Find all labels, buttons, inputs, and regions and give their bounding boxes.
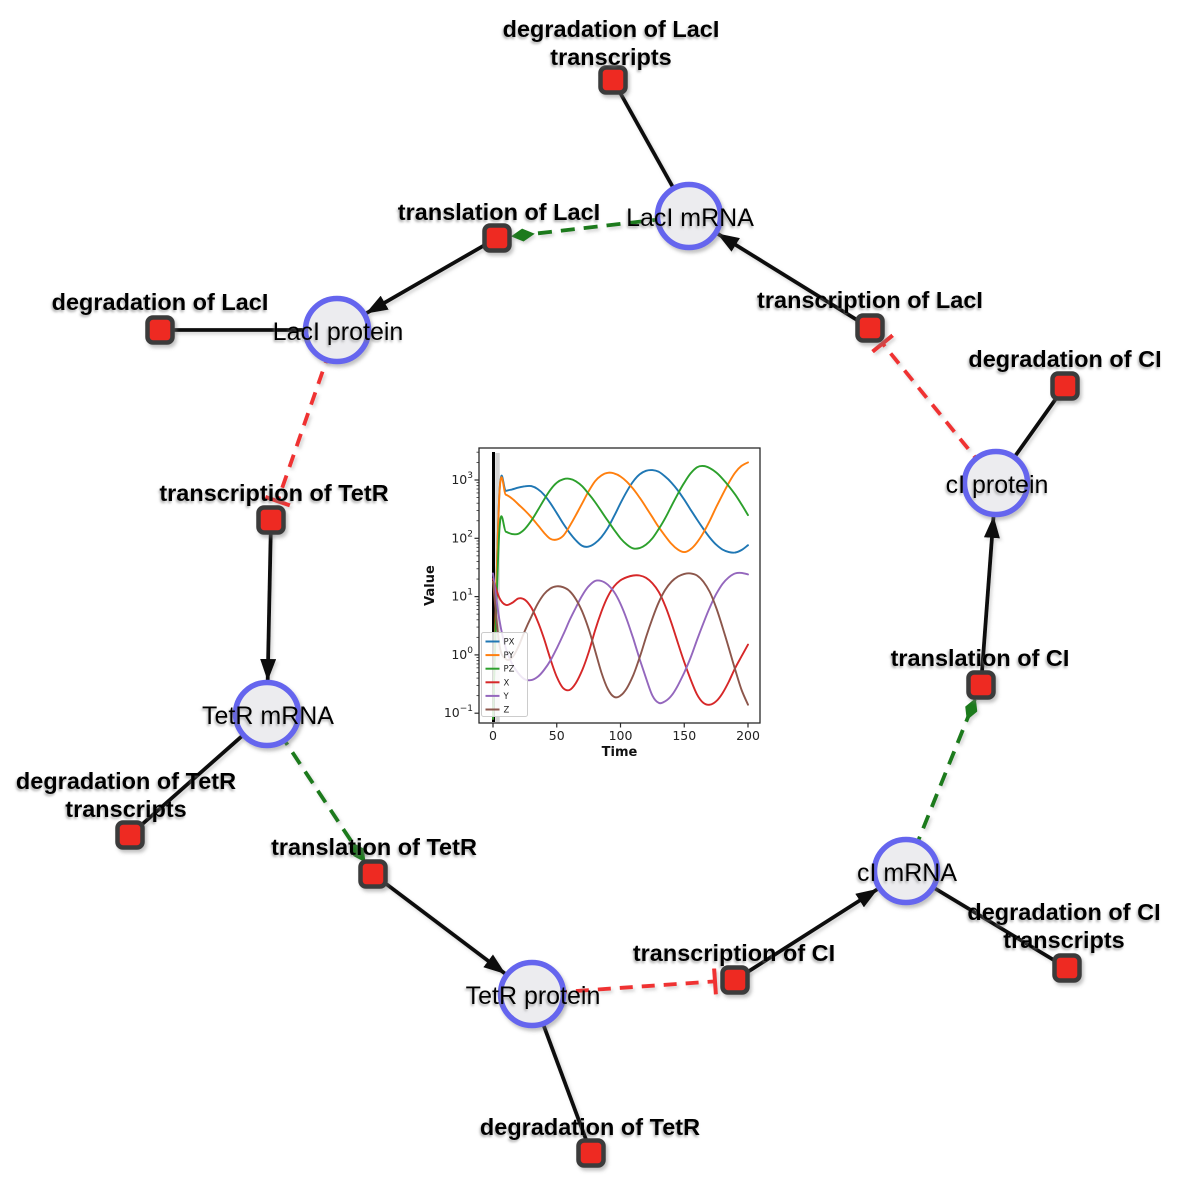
nodes-layer (115, 65, 1082, 1168)
reaction-label-translation-ci-line1: translation of CI (891, 645, 1070, 671)
reaction-label-degradation-laci-line1: degradation of LacI (52, 289, 269, 315)
species-node-laci-protein[interactable] (302, 295, 372, 365)
reaction-node-degradation-laci-transcripts[interactable] (598, 65, 628, 95)
species-node-tetr-protein[interactable] (497, 959, 567, 1029)
reaction-label-translation-tetr-line1: translation of TetR (271, 834, 477, 860)
legend-label-Y: Y (503, 692, 510, 702)
edge-production-transcription-ci-to-ci-mrna (733, 887, 879, 982)
y-tick-label-10e2: 102 (451, 529, 473, 545)
species-node-laci-mrna[interactable] (654, 181, 724, 251)
reaction-label-degradation-laci-transcripts-line1: degradation of LacI (503, 16, 720, 42)
series-line-PY (492, 461, 749, 720)
edge-production-translation-laci-to-laci-protein (365, 236, 498, 315)
x-tick-label-150: 150 (672, 728, 696, 743)
x-tick-label-100: 100 (609, 728, 633, 743)
reaction-node-transcription-ci[interactable] (720, 965, 750, 995)
y-tick-label-10e1: 101 (451, 588, 473, 604)
species-label-ci-protein: cI protein (946, 471, 1049, 499)
reaction-label-degradation-ci-line1: degradation of CI (968, 346, 1161, 372)
legend-label-Z: Z (504, 706, 510, 716)
species-label-ci-mrna: cI mRNA (857, 859, 957, 887)
labels-layer: LacI mRNA LacI protein cI protein TetR mRNA… (16, 16, 1162, 1140)
time-series-plot: 0 50 100 150 200 103 102 101 100 10−1 Time Value PX P… (423, 447, 761, 760)
reaction-label-transcription-ci-line1: transcription of CI (633, 940, 835, 966)
legend-label-PZ: PZ (504, 665, 515, 675)
reaction-node-translation-laci[interactable] (482, 223, 512, 253)
edge-production-transcription-laci-to-laci-mrna (716, 232, 871, 330)
reaction-node-translation-ci[interactable] (966, 670, 996, 700)
series-line-Z (492, 572, 749, 706)
reaction-node-transcription-laci[interactable] (855, 313, 885, 343)
reaction-label-degradation-tetr-transcripts-line1: degradation of TetR (16, 768, 236, 794)
reaction-label-transcription-tetr-line1: transcription of TetR (159, 480, 388, 506)
species-node-ci-mrna[interactable] (871, 836, 941, 906)
reaction-node-degradation-ci-transcripts[interactable] (1052, 953, 1082, 983)
reaction-node-translation-tetr[interactable] (358, 859, 388, 889)
y-tick-label-10e0: 100 (451, 646, 473, 662)
x-axis-label: Time (602, 745, 638, 760)
species-node-ci-protein[interactable] (961, 448, 1031, 518)
reaction-label-degradation-tetr-line1: degradation of TetR (480, 1114, 700, 1140)
x-tick-label-0: 0 (489, 728, 497, 743)
plot-frame (478, 447, 761, 724)
reaction-label-degradation-tetr-transcripts-line2: transcripts (65, 796, 186, 822)
species-label-tetr-protein: TetR protein (466, 982, 601, 1010)
reaction-node-degradation-laci[interactable] (145, 315, 175, 345)
species-label-tetr-mrna: TetR mRNA (202, 702, 334, 730)
edge-production-transcription-tetr-to-tetr-mrna (260, 519, 277, 681)
reaction-node-degradation-ci[interactable] (1050, 371, 1080, 401)
series-line-Y (492, 571, 749, 705)
legend-label-PX: PX (504, 638, 515, 648)
x-tick-label-50: 50 (549, 728, 565, 743)
series-line-PZ (492, 464, 749, 720)
y-tick-label-10e-1: 10−1 (444, 704, 473, 720)
reaction-label-transcription-laci-line1: transcription of LacI (757, 287, 983, 313)
species-node-tetr-mrna[interactable] (232, 679, 302, 749)
plot-curves (492, 461, 749, 720)
reaction-label-translation-laci-line1: translation of LacI (398, 199, 600, 225)
reaction-label-degradation-ci-transcripts-line1: degradation of CI (967, 899, 1160, 925)
series-line-X (492, 574, 749, 706)
edge-production-translation-tetr-to-tetr-protein (371, 872, 507, 976)
species-label-laci-protein: LacI protein (273, 318, 404, 346)
species-label-laci-mrna: LacI mRNA (626, 204, 754, 232)
reaction-label-degradation-ci-transcripts-line2: transcripts (1003, 927, 1124, 953)
edge-production-translation-ci-to-ci-protein (979, 515, 1000, 686)
reaction-label-degradation-laci-transcripts-line2: transcripts (550, 44, 671, 70)
legend-label-X: X (504, 678, 510, 688)
reaction-node-transcription-tetr[interactable] (256, 505, 286, 535)
reaction-node-degradation-tetr-transcripts[interactable] (115, 820, 145, 850)
y-axis-label: Value (423, 565, 438, 606)
reaction-node-degradation-tetr[interactable] (576, 1138, 606, 1168)
y-tick-label-10e3: 103 (451, 471, 473, 487)
x-tick-label-200: 200 (736, 728, 760, 743)
legend-label-PY: PY (504, 651, 515, 661)
